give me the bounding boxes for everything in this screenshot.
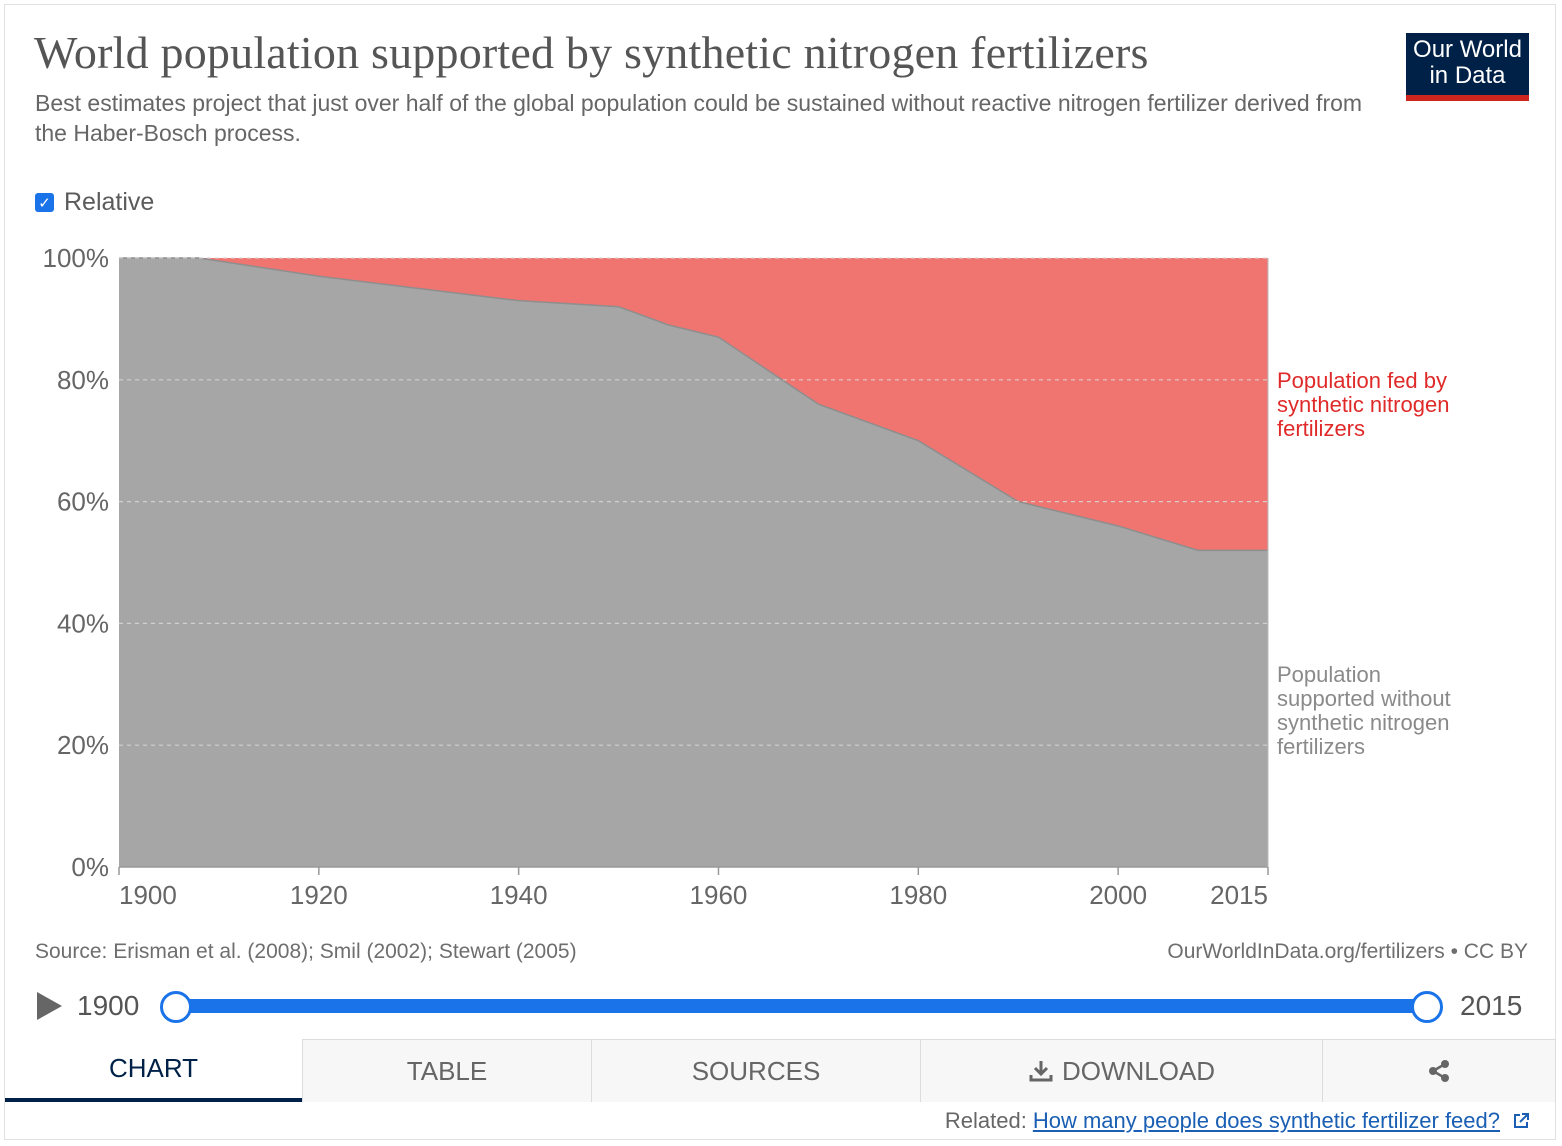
tab-bar: CHART TABLE SOURCES DOWNLOAD: [5, 1039, 1556, 1102]
timeline-start-year: 1900: [77, 990, 140, 1021]
page-title: World population supported by synthetic …: [34, 27, 1149, 78]
timeline-end-handle[interactable]: [1411, 991, 1443, 1023]
download-icon: [1029, 1061, 1053, 1082]
tab-table-label: TABLE: [406, 1055, 488, 1086]
area-without-fertilizer: [119, 258, 1268, 867]
tab-chart-label: CHART: [108, 1053, 199, 1083]
y-tick-label: 60%: [57, 487, 109, 517]
y-tick-label: 40%: [57, 608, 109, 638]
x-tick-label: 1920: [290, 880, 348, 910]
x-tick-label: 1940: [490, 880, 548, 910]
related-link: Related: How many people does synthetic …: [945, 1108, 1530, 1134]
tab-table[interactable]: TABLE: [302, 1039, 591, 1102]
tab-sources[interactable]: SOURCES: [591, 1039, 920, 1102]
tab-download[interactable]: DOWNLOAD: [920, 1039, 1322, 1102]
x-tick-label: 2015: [1210, 880, 1268, 910]
boundary-line: [119, 257, 1268, 552]
license-note[interactable]: OurWorldInData.org/fertilizers • CC BY: [1167, 940, 1528, 963]
relative-label: Relative: [64, 188, 155, 216]
legend-label-without: Population: [1277, 662, 1381, 687]
external-link-icon[interactable]: [1512, 1112, 1530, 1130]
x-tick-label: 1900: [119, 880, 177, 910]
timeline-end-year: 2015: [1460, 990, 1523, 1021]
owid-logo[interactable]: Our World in Data: [1406, 33, 1529, 101]
x-tick-label: 1980: [889, 880, 947, 910]
source-note[interactable]: Source: Erisman et al. (2008); Smil (200…: [35, 940, 577, 963]
area-chart: 0% 20% 40% 60% 80% 100% 1900 1920 1940 1960 1980 20…: [43, 243, 1451, 910]
checkbox-checked-icon[interactable]: ✓: [35, 193, 54, 212]
share-icon: [1429, 1060, 1449, 1082]
logo-line-2: in Data: [1429, 62, 1506, 89]
related-article-link[interactable]: How many people does synthetic fertilize…: [1032, 1108, 1500, 1133]
legend-label-fed: synthetic nitrogen: [1277, 392, 1449, 417]
y-tick-label: 80%: [57, 365, 109, 395]
x-tick-label: 2000: [1089, 880, 1147, 910]
timeline-start-handle[interactable]: [160, 991, 192, 1023]
legend-label-without: synthetic nitrogen: [1277, 710, 1449, 735]
legend-label-fed: Population fed by: [1277, 368, 1447, 393]
related-prefix: Related:: [944, 1108, 1027, 1133]
y-tick-label: 0%: [71, 852, 109, 882]
legend-label-fed: fertilizers: [1277, 416, 1365, 441]
play-icon[interactable]: [37, 992, 62, 1020]
legend-label-without: supported without: [1277, 686, 1451, 711]
relative-toggle[interactable]: ✓ Relative: [35, 188, 154, 217]
tab-sources-label: SOURCES: [691, 1055, 821, 1086]
tab-download-label: DOWNLOAD: [1061, 1055, 1216, 1086]
area-fed-by-fertilizer: [119, 258, 1268, 551]
page-subtitle: Best estimates project that just over ha…: [35, 90, 1363, 146]
timeline-slider-track[interactable]: [175, 999, 1427, 1013]
logo-line-1: Our World: [1413, 36, 1522, 63]
y-tick-label: 20%: [57, 730, 109, 760]
tab-share[interactable]: [1322, 1039, 1556, 1102]
x-tick-label: 1960: [690, 880, 748, 910]
tab-chart[interactable]: CHART: [5, 1039, 302, 1102]
y-tick-label: 100%: [43, 243, 110, 273]
legend-label-without: fertilizers: [1277, 734, 1365, 759]
